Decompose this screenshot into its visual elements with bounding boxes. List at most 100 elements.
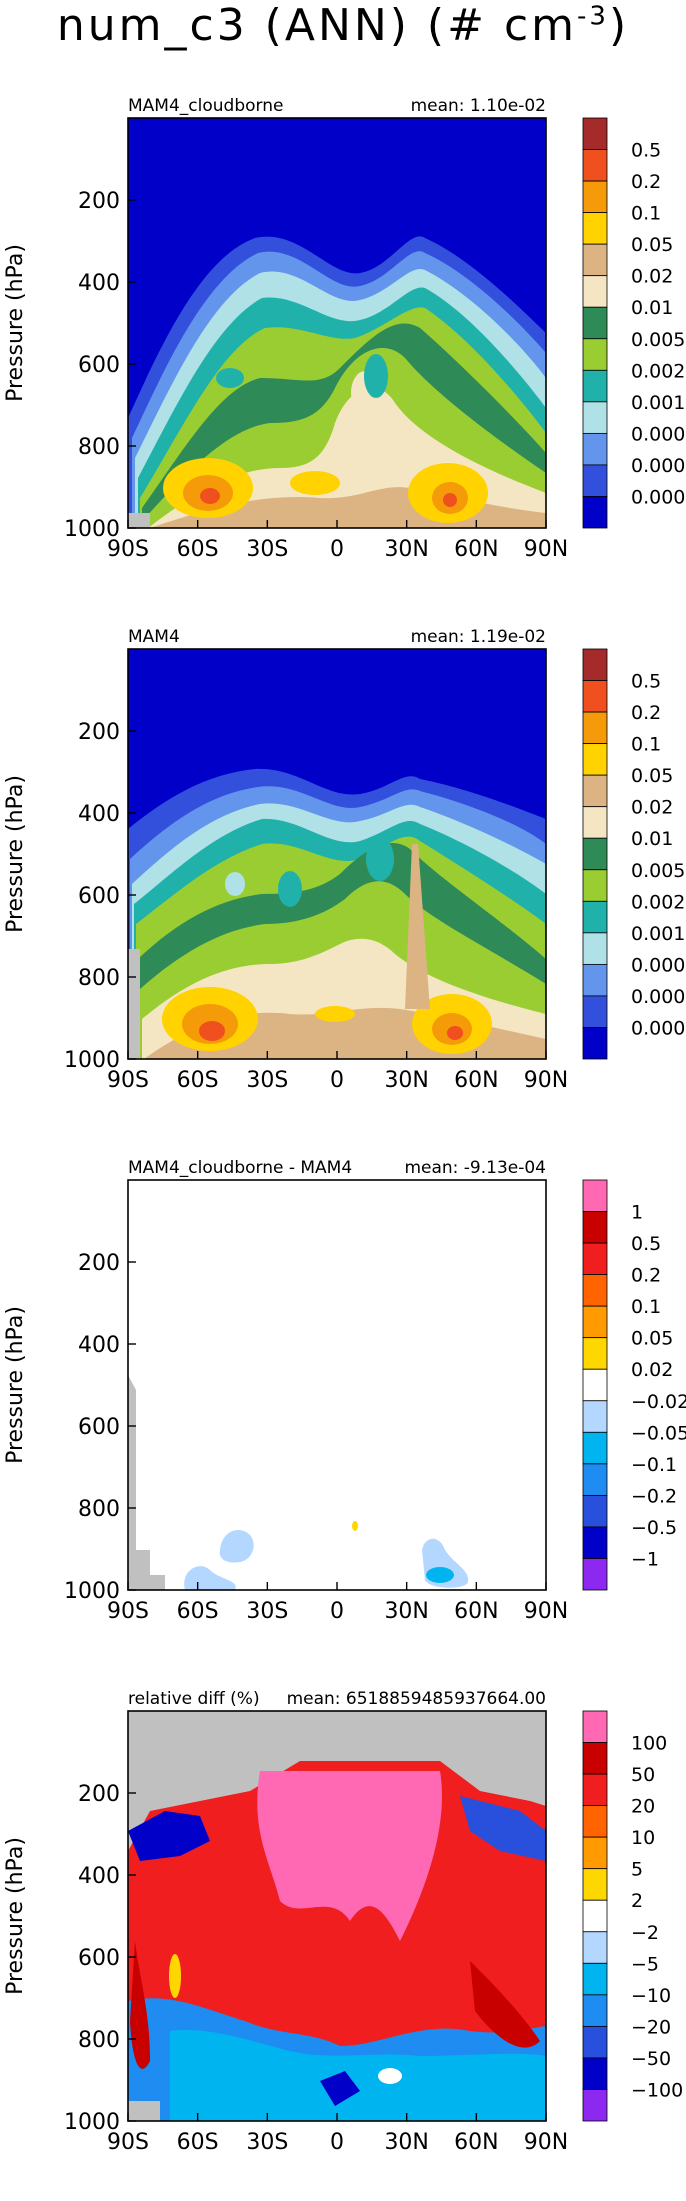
fill-missing-ground (128, 2101, 160, 2121)
x-tick-label: 60S (177, 1068, 219, 1093)
colorbar-label: 0.05 (631, 765, 673, 787)
colorbar-swatch (582, 1305, 608, 1339)
colorbar-swatch (582, 648, 608, 681)
colorbar-swatch (582, 963, 608, 997)
y-tick-label: 800 (78, 966, 120, 991)
colorbar-swatch (582, 1179, 608, 1212)
colorbar-label: −10 (631, 1985, 671, 2007)
panel-label: MAM4_cloudborne (128, 96, 283, 116)
panel-svg: MAM4_cloudborne - MAM4 mean: -9.13e-04 P… (3, 1158, 686, 1624)
colorbar-label: −20 (631, 2016, 671, 2038)
colorbar-swatch (582, 1805, 608, 1838)
colorbar-label: −0.1 (631, 1454, 677, 1476)
colorbar-label: 2 (631, 1890, 643, 1912)
colorbar-label: 0.02 (631, 797, 673, 819)
x-tick-label: 60N (454, 1599, 498, 1624)
x-tick-label: 0 (330, 1068, 344, 1093)
y-tick-label: 600 (78, 353, 120, 378)
colorbar-swatch (582, 2089, 608, 2122)
x-tick-label: 30N (384, 537, 428, 562)
colorbar-label: 20 (631, 1796, 655, 1818)
colorbar-swatch (582, 1274, 608, 1307)
panel-label: relative diff (%) (128, 1689, 260, 1709)
panel-svg: relative diff (%) mean: 6518859485937664… (3, 1689, 683, 2155)
y-tick-label: 800 (78, 1497, 120, 1522)
y-ticks: 200 400 600 800 1000 (64, 1251, 136, 1604)
colorbar-swatch (582, 2057, 608, 2090)
colorbar-swatch (582, 180, 608, 214)
x-tick-label: 60N (454, 1068, 498, 1093)
colorbar-label: 0.2 (631, 1265, 661, 1287)
x-ticks: 90S 60S 30S 0 30N 60N 90N (107, 1582, 568, 1624)
colorbar-swatch (582, 117, 608, 150)
y-axis-label: Pressure (hPa) (3, 775, 28, 933)
x-tick-label: 60S (177, 537, 219, 562)
y-tick-label: 800 (78, 2028, 120, 2053)
y-ticks: 200 400 600 800 1000 (64, 189, 136, 542)
fill-missing-ground (128, 513, 150, 528)
colorbar-label: 0.0002 (631, 986, 686, 1008)
x-tick-label: 90S (107, 537, 149, 562)
x-tick-label: 90S (107, 1599, 149, 1624)
figure-title-text: num_c3 (ANN) (# cm (56, 0, 577, 51)
x-tick-label: 30N (384, 1599, 428, 1624)
colorbar-label: 0.2 (631, 171, 661, 193)
colorbar-swatch (582, 338, 608, 371)
x-tick-label: 0 (330, 2130, 344, 2155)
x-ticks: 90S 60S 30S 0 30N 60N 90N (107, 2113, 568, 2155)
fill-blob-lightblue-left (219, 1530, 254, 1563)
y-tick-label: 200 (78, 1251, 120, 1276)
x-tick-label: 90N (524, 1068, 568, 1093)
contour-field (128, 1180, 546, 1590)
figure-title-exponent: -3 (577, 1, 609, 32)
colorbar-label: 50 (631, 1764, 655, 1786)
colorbar: 100 50 20 10 5 2 −2 −5 −10 −20 −50 −100 (582, 1710, 683, 2122)
colorbar-swatch (582, 1868, 608, 1901)
colorbar-label: 0.001 (631, 923, 685, 945)
fill-blob-red-right (443, 493, 457, 507)
panel-mean: mean: 1.19e-02 (411, 627, 546, 647)
panel-mean: mean: 6518859485937664.00 (287, 1689, 546, 1709)
colorbar-swatch (582, 1931, 608, 1964)
fill-blob-teal-mid (366, 837, 394, 881)
panel-mam4-cloudborne: MAM4_cloudborne mean: 1.10e-02 Pressure … (0, 88, 686, 608)
contour-field (128, 118, 546, 528)
x-tick-label: 0 (330, 537, 344, 562)
colorbar-label: −100 (631, 2079, 683, 2101)
colorbar-swatch (582, 743, 608, 776)
fill-blob-teal-left (216, 368, 244, 388)
colorbar-label: −5 (631, 1953, 659, 1975)
fill-blob-cyan-right (426, 1567, 454, 1583)
x-tick-label: 30N (384, 1068, 428, 1093)
x-tick-label: 90N (524, 537, 568, 562)
fill-blob-yellow-small (352, 1521, 358, 1531)
fill-background (128, 1180, 546, 1590)
x-tick-label: 90N (524, 2130, 568, 2155)
colorbar-swatch (582, 149, 608, 182)
colorbar-label: 0.01 (631, 297, 673, 319)
x-tick-label: 0 (330, 1599, 344, 1624)
colorbar-label: 10 (631, 1827, 655, 1849)
fill-yellow-streak (169, 1954, 181, 1998)
colorbar-label: 0.5 (631, 1233, 661, 1255)
panel-svg: MAM4 mean: 1.19e-02 Pressure (hPa) 200 40… (3, 627, 686, 1093)
colorbar-swatch (582, 306, 608, 340)
colorbar-swatch (582, 932, 608, 965)
y-tick-label: 200 (78, 1782, 120, 1807)
fill-darkblue-center (320, 2071, 360, 2106)
y-tick-label: 400 (78, 1864, 120, 1889)
colorbar-swatch (582, 1211, 608, 1244)
colorbar-swatch (582, 432, 608, 466)
y-tick-label: 1000 (64, 2110, 120, 2135)
colorbar-swatch (582, 275, 608, 308)
contour-field (128, 1711, 546, 2121)
fill-blob-teal-left (278, 871, 302, 907)
x-tick-label: 90N (524, 1599, 568, 1624)
colorbar-label: 0.0001 (631, 1017, 686, 1039)
x-tick-label: 60N (454, 537, 498, 562)
x-tick-label: 60S (177, 1599, 219, 1624)
fill-blob-light-left (225, 872, 245, 896)
colorbar: 1 0.5 0.2 0.1 0.05 0.02 −0.02 −0.05 −0.1 −0.2 −0.5… (582, 1179, 686, 1591)
y-tick-label: 400 (78, 802, 120, 827)
colorbar-swatch (582, 1742, 608, 1775)
